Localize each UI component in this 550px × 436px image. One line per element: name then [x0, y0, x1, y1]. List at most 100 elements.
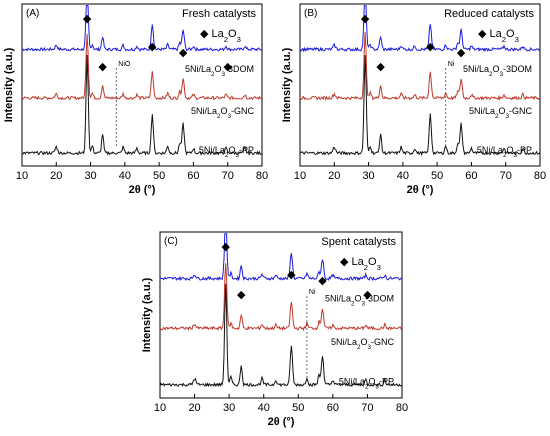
panel-title: Fresh catalysts — [182, 8, 256, 20]
curve-label: 5Ni/La2O3-PP — [477, 145, 532, 159]
curve-label-prefix: 5Ni/La — [339, 377, 365, 387]
curve-label-sub2: 3 — [367, 343, 371, 350]
curve-label-prefix: 5Ni/La — [463, 64, 489, 74]
panel-tag: (B) — [304, 8, 317, 19]
x-tick-label: 50 — [153, 170, 165, 182]
curve-label-sub1: 2 — [217, 113, 221, 120]
xrd-curve — [299, 5, 541, 53]
curve-label-prefix: 5Ni/La — [199, 145, 225, 155]
curve-label-mid: O — [360, 337, 367, 347]
legend-la2o3: ◆ La2O3 — [200, 28, 241, 44]
x-axis-label: 2θ (°) — [129, 184, 156, 196]
curve-label-suffix: -PP — [239, 145, 254, 155]
legend-sub-3: 3 — [377, 263, 381, 272]
x-tick-label: 40 — [119, 170, 131, 182]
xrd-curve — [159, 263, 403, 332]
x-axis-label: 2θ (°) — [268, 416, 295, 428]
legend-la2o3: ◆ La2O3 — [478, 28, 519, 44]
x-tick-label: 30 — [223, 402, 235, 414]
curve-label: 5Ni/La2O3-3DOM — [185, 64, 254, 78]
curve-label-sub1: 2 — [211, 71, 215, 78]
xrd-curve — [299, 32, 541, 101]
legend-la2o3: ◆ La2O3 — [340, 256, 381, 272]
legend-sub-3: 3 — [515, 35, 519, 44]
plot-frame — [299, 3, 541, 167]
curve-label-sub1: 2 — [489, 71, 493, 78]
curve-label-mid: O — [220, 106, 227, 116]
la2o3-peak-marker: ◆ — [376, 61, 385, 73]
x-tick-label: 80 — [396, 402, 408, 414]
xrd-curve — [159, 233, 403, 282]
x-tick-label: 70 — [361, 402, 373, 414]
curve-label-sub2: 3 — [499, 71, 503, 78]
x-tick-label: 40 — [258, 402, 270, 414]
la2o3-peak-marker: ◆ — [221, 241, 230, 253]
curve-label-sub2: 3 — [227, 113, 231, 120]
curve-label-sub1: 2 — [225, 152, 229, 159]
x-tick-label: 60 — [187, 170, 199, 182]
legend-text-la: La — [212, 28, 225, 40]
x-tick-label: 80 — [534, 170, 546, 182]
curve-label-sub2: 3 — [513, 152, 517, 159]
x-tick-label: 10 — [16, 170, 28, 182]
curve-label: 5Ni/La2O3-GNC — [331, 337, 395, 351]
x-axis-label-unit: (°) — [280, 416, 295, 428]
curve-label-sub2: 3 — [361, 300, 365, 307]
metal-label: NiO — [118, 61, 131, 68]
x-tick-label: 40 — [397, 170, 409, 182]
curve-label: 5Ni/La2O3-PP — [199, 145, 254, 159]
la2o3-peak-marker: ◆ — [237, 289, 246, 301]
curve-label-prefix: 5Ni/La — [469, 106, 495, 116]
curve-label: 5Ni/La2O3-3DOM — [325, 294, 394, 308]
x-tick-label: 70 — [222, 170, 234, 182]
x-tick-label: 50 — [292, 402, 304, 414]
legend-sub-2: 2 — [224, 35, 228, 44]
x-axis-label-unit: (°) — [141, 184, 156, 196]
legend-text-o: O — [228, 28, 237, 40]
curve-label-suffix: -PP — [379, 377, 394, 387]
la2o3-peak-marker: ◆ — [148, 41, 157, 53]
curve-label-suffix: -3DOM — [365, 294, 394, 304]
x-axis-label-unit: (°) — [419, 184, 434, 196]
x-axis-label-theta: θ — [413, 184, 419, 196]
curve-label-prefix: 5Ni/La — [325, 294, 351, 304]
legend-sub-3: 3 — [237, 35, 241, 44]
curve-label-sub2: 3 — [375, 383, 379, 390]
x-tick-label: 80 — [256, 170, 268, 182]
curve-label-mid: O — [354, 294, 361, 304]
la2o3-peak-marker: ◆ — [361, 13, 370, 25]
x-tick-label: 20 — [50, 170, 62, 182]
x-tick-label: 30 — [84, 170, 96, 182]
curve-label-prefix: 5Ni/La — [185, 64, 211, 74]
x-tick-label: 50 — [431, 170, 443, 182]
panel-title: Reduced catalysts — [444, 8, 534, 20]
legend-text-la: La — [352, 256, 365, 268]
curve-label-sub2: 3 — [235, 152, 239, 159]
curve-label: 5Ni/La2O3-PP — [339, 377, 394, 391]
la2o3-peak-marker: ◆ — [179, 47, 188, 59]
la2o3-peak-marker: ◆ — [318, 275, 327, 287]
x-tick-label: 10 — [294, 170, 306, 182]
curve-label-sub1: 2 — [365, 383, 369, 390]
curve-label-sub1: 2 — [503, 152, 507, 159]
xrd-curve — [299, 55, 541, 157]
curve-label-prefix: 5Ni/La — [191, 106, 217, 116]
curve-label-sub1: 2 — [357, 343, 361, 350]
curve-label-suffix: -GNC — [231, 106, 254, 116]
x-tick-label: 20 — [328, 170, 340, 182]
panel-tag: (A) — [26, 8, 39, 19]
curve-label: 5Ni/La2O3-GNC — [469, 106, 533, 120]
legend-sub-2: 2 — [502, 35, 506, 44]
panel-title: Spent catalysts — [321, 236, 396, 248]
x-axis-label-prefix: 2 — [129, 184, 135, 196]
legend-text-la: La — [490, 28, 503, 40]
legend-text-o: O — [506, 28, 515, 40]
xrd-curve — [159, 283, 403, 388]
curve-label-sub1: 2 — [351, 300, 355, 307]
metal-label: Ni — [309, 289, 316, 296]
la2o3-peak-marker: ◆ — [457, 47, 466, 59]
legend-text-o: O — [368, 256, 377, 268]
xrd-curve — [21, 5, 263, 53]
legend-sub-2: 2 — [364, 263, 368, 272]
